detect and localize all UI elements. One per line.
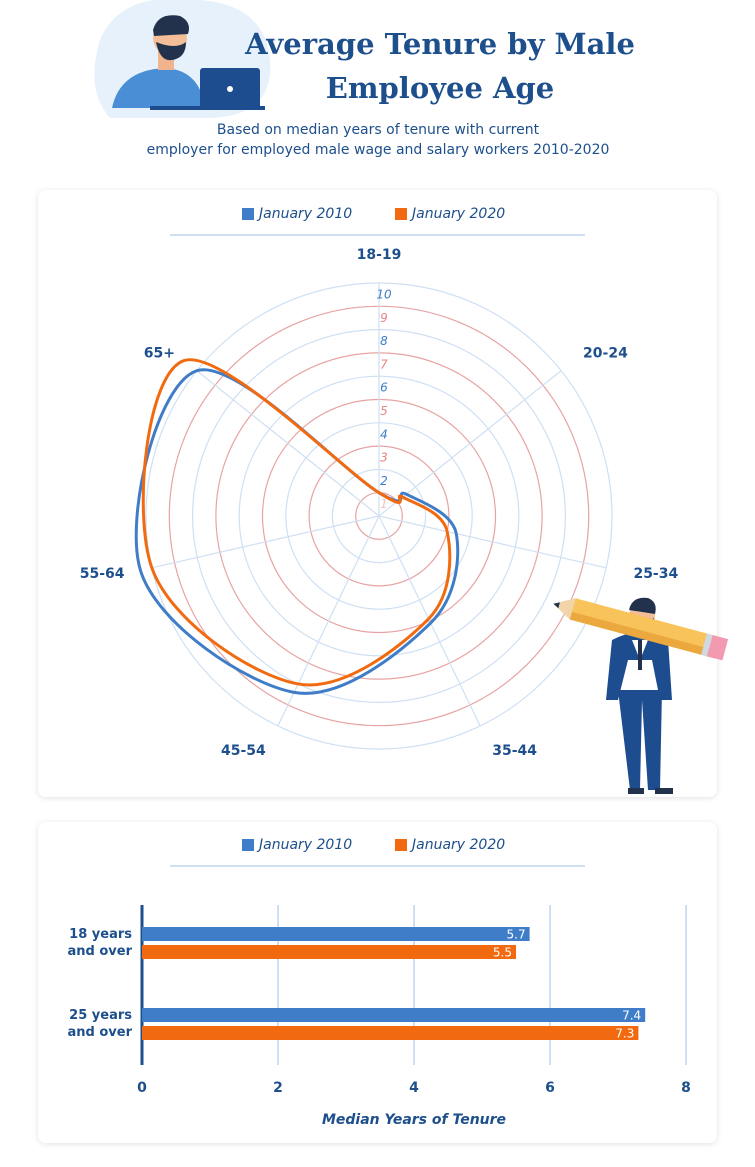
category-label: 35-44 [492,743,537,759]
x-axis-title: Median Years of Tenure [322,1112,506,1128]
category-label: 45-54 [221,743,266,759]
title-line: Average Tenure by Male [244,27,635,61]
subtitle-line: employer for employed male wage and sala… [147,142,610,158]
r-tick-label: 5 [380,404,388,418]
category-label: 18 years and over [67,927,133,959]
category-label: 18-19 [357,247,402,263]
bar [142,927,530,941]
title-line: Employee Age [326,71,555,105]
value-label: 5.5 [493,946,512,960]
legend-label: January 2020 [409,206,505,222]
x-tick-label: 8 [681,1080,691,1096]
card [38,822,717,1143]
header-illustration [94,0,271,119]
spoke [378,515,607,569]
spoke [378,515,481,727]
bar [142,945,516,959]
legend-swatch [242,208,254,220]
category-label: 25-34 [633,566,678,582]
spoke [196,370,380,517]
r-tick-label: 10 [376,288,392,302]
x-tick-label: 6 [545,1080,555,1096]
r-tick-label: 1 [380,497,388,511]
value-label: 7.3 [615,1027,634,1041]
r-tick-label: 3 [380,451,388,465]
value-label: 7.4 [622,1009,641,1023]
x-tick-label: 0 [137,1080,147,1096]
legend-swatch [242,839,254,851]
subtitle-line: Based on median years of tenure with cur… [217,122,540,138]
legend-label: January 2020 [409,837,505,853]
r-tick-label: 8 [380,334,388,348]
pencil-illustration [553,597,729,794]
r-tick-label: 2 [380,474,388,488]
radar-line [134,368,460,695]
radar-line [141,358,452,687]
legend-label: January 2010 [256,206,352,222]
r-tick-label: 6 [380,381,388,395]
category-label: 55-64 [80,566,125,582]
spoke [378,370,562,517]
category-label: 25 years and over [67,1008,133,1040]
x-tick-label: 4 [409,1080,419,1096]
category-label: 65+ [144,345,175,361]
legend-swatch [395,208,407,220]
r-tick-label: 9 [380,311,388,325]
value-label: 5.7 [507,928,526,942]
r-tick-label: 4 [380,427,388,441]
x-tick-label: 2 [273,1080,283,1096]
legend-label: January 2010 [256,837,352,853]
r-tick-label: 7 [380,357,388,371]
radar-chart: January 2010 January 2020 1 2 3 4 5 6 7 8 9 10 18-19… [80,206,679,759]
bar-chart: January 2010 January 2020 0 2 4 6 8 Median Year… [137,837,691,1128]
legend-swatch [395,839,407,851]
bar [142,1008,646,1022]
spoke [151,515,380,569]
bar [142,1026,639,1040]
category-label: 20-24 [583,345,628,361]
